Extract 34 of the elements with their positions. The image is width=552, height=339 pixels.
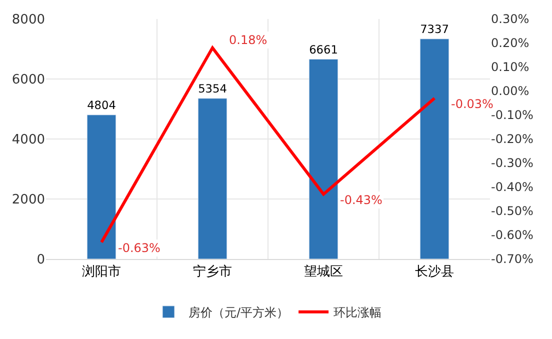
data-label: 7337 — [420, 22, 449, 36]
y2-tick-label: 0.20% — [491, 36, 530, 50]
y2-tick-label: -0.30% — [491, 156, 534, 170]
y2-tick-label: -0.20% — [491, 132, 534, 146]
y2-tick-label: -0.40% — [491, 180, 534, 194]
x-tick-label: 望城区 — [304, 264, 343, 280]
y-tick-label: 8000 — [12, 12, 45, 28]
y2-tick-label: -0.10% — [491, 108, 534, 122]
bar — [308, 58, 338, 259]
y-tick-label: 2000 — [12, 192, 45, 208]
y2-tick-label: 0.00% — [491, 84, 530, 98]
bar — [86, 114, 116, 259]
bar — [420, 38, 450, 259]
y2-tick-label: -0.70% — [491, 252, 534, 266]
x-tick-label: 长沙县 — [415, 264, 454, 280]
data-label: -0.43% — [340, 193, 382, 207]
y2-tick-label: -0.50% — [491, 204, 534, 218]
data-label: 0.18% — [229, 33, 268, 47]
y-tick-label: 0 — [36, 252, 45, 268]
y2-tick-label: 0.10% — [491, 60, 530, 74]
y2-tick-label: -0.60% — [491, 228, 534, 242]
bar — [198, 98, 228, 259]
y-tick-label: 6000 — [12, 72, 45, 88]
x-tick-label: 宁乡市 — [193, 264, 232, 280]
data-label: 5354 — [198, 82, 227, 96]
legend-label: 环比涨幅 — [334, 306, 382, 320]
y2-tick-label: 0.30% — [491, 12, 530, 26]
data-label: -0.03% — [451, 97, 494, 111]
legend-label: 房价（元/平方米） — [188, 306, 289, 320]
x-tick-label: 浏阳市 — [82, 264, 121, 280]
data-label: 6661 — [309, 42, 338, 56]
data-label: -0.63% — [118, 241, 160, 255]
data-label: 4804 — [87, 98, 116, 112]
y-tick-label: 4000 — [12, 132, 45, 148]
